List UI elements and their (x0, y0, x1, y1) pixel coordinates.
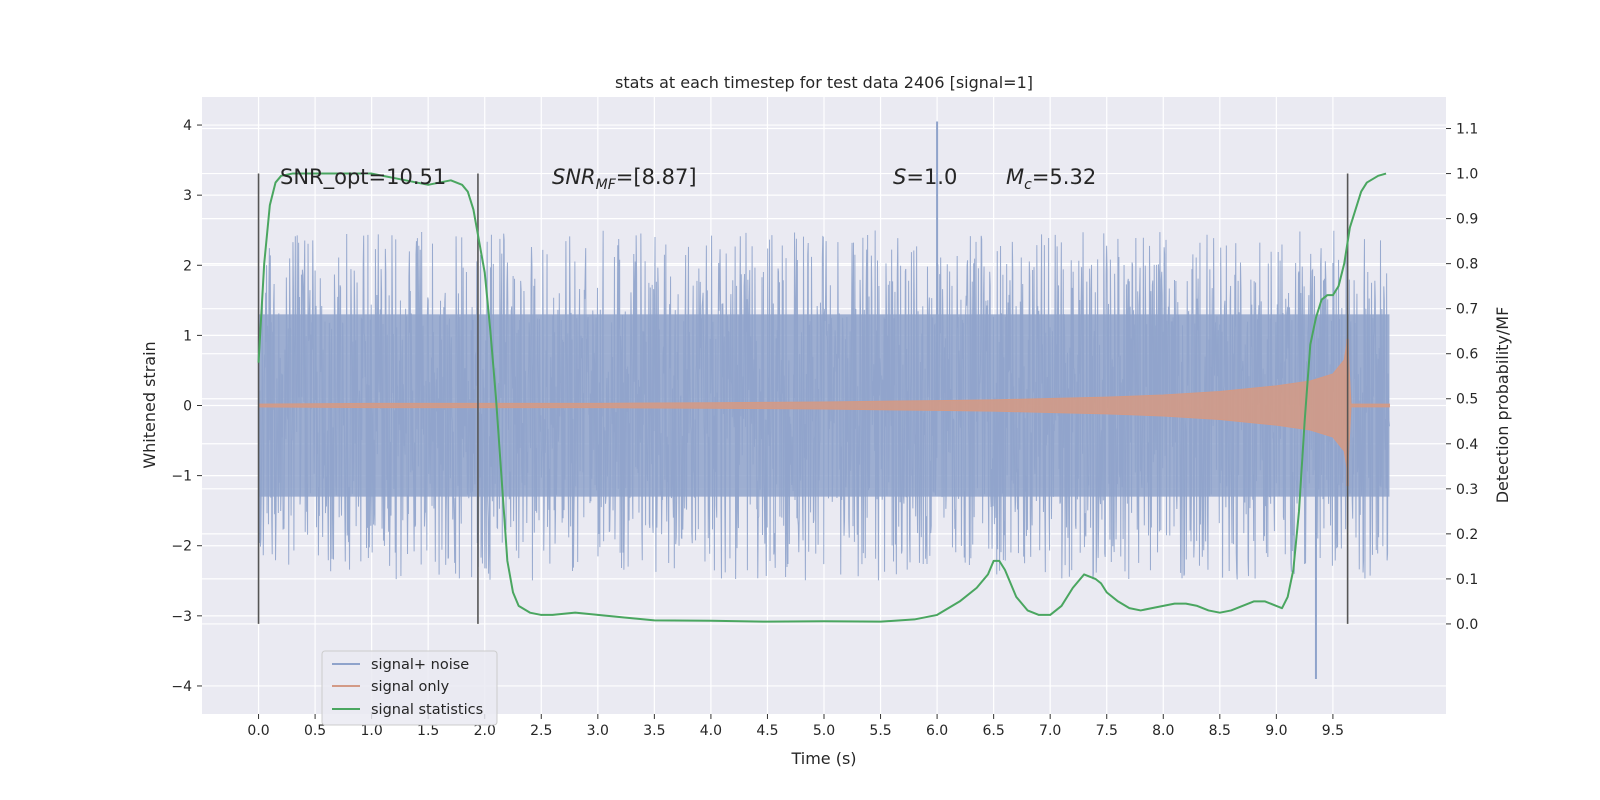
right-y-axis-label: Detection probability/MF (1493, 307, 1512, 504)
legend-label-stats: signal statistics (371, 702, 483, 718)
yl-tick-label-1: 3 (183, 188, 192, 204)
yl-tick-label-4: 0 (183, 399, 192, 415)
vertical-marker-lines (257, 173, 1349, 624)
x-tick-label-19: 9.5 (1322, 723, 1344, 739)
left-y-axis-ticks: 4 3 2 1 0 −1 −2 −3 −4 (171, 118, 202, 695)
x-tick-label-18: 9.0 (1265, 723, 1287, 739)
x-tick-label-4: 2.0 (474, 723, 496, 739)
x-tick-label-16: 8.0 (1152, 723, 1174, 739)
x-tick-label-9: 4.5 (756, 723, 778, 739)
yr-tick-label-4: 0.7 (1456, 302, 1478, 318)
x-tick-label-17: 8.5 (1209, 723, 1231, 739)
statistics-line (257, 172, 1387, 623)
s-value: =1.0 (906, 165, 957, 189)
yl-tick-label-6: −2 (171, 539, 192, 555)
snr-opt-annotation: SNR_opt=10.51 (280, 165, 446, 190)
x-tick-label-11: 5.5 (869, 723, 891, 739)
signal-statistics-series (257, 172, 1387, 623)
yr-tick-label-8: 0.3 (1456, 482, 1478, 498)
x-tick-label-2: 1.0 (361, 723, 383, 739)
mc-base: M (1006, 165, 1024, 189)
x-tick-label-8: 4.0 (700, 723, 722, 739)
snr-mf-value: =[8.87] (616, 165, 697, 189)
x-tick-label-12: 6.0 (926, 723, 948, 739)
signal-envelope (258, 338, 1390, 473)
yr-tick-label-11: 0.0 (1456, 617, 1478, 633)
yr-tick-label-10: 0.1 (1456, 572, 1478, 588)
yl-tick-label-3: 1 (183, 328, 192, 344)
yl-tick-label-0: 4 (183, 118, 192, 134)
x-tick-label-7: 3.5 (643, 723, 665, 739)
yr-tick-label-3: 0.8 (1456, 257, 1478, 273)
s-base: S (893, 165, 906, 189)
yr-tick-label-5: 0.6 (1456, 347, 1478, 363)
x-tick-label-13: 6.5 (983, 723, 1005, 739)
x-tick-label-5: 2.5 (530, 723, 552, 739)
x-tick-label-15: 7.5 (1096, 723, 1118, 739)
yr-tick-label-2: 0.9 (1456, 212, 1478, 228)
legend-label-noise: signal+ noise (371, 657, 469, 673)
yl-tick-label-7: −3 (171, 609, 192, 625)
yr-tick-label-6: 0.5 (1456, 392, 1478, 408)
x-tick-label-14: 7.0 (1039, 723, 1061, 739)
legend: signal+ noise signal only signal statist… (321, 650, 498, 726)
legend-label-signal: signal only (371, 679, 450, 695)
right-y-axis-ticks: 1.1 1.0 0.9 0.8 0.7 0.6 0.5 0.4 0.3 0.2 0.1 0.0 (1446, 122, 1478, 633)
snr-mf-base: SNR (552, 165, 596, 189)
yr-tick-label-1: 1.0 (1456, 167, 1478, 183)
x-tick-label-10: 5.0 (813, 723, 835, 739)
left-y-axis-label: Whitened strain (140, 341, 159, 468)
mc-annotation: Mc=5.32 (1006, 165, 1096, 193)
yl-tick-label-8: −4 (171, 679, 192, 695)
x-tick-label-3: 1.5 (417, 723, 439, 739)
x-axis-label: Time (s) (790, 749, 856, 768)
yr-tick-label-7: 0.4 (1456, 437, 1478, 453)
yr-tick-label-0: 1.1 (1456, 122, 1478, 138)
yl-tick-label-5: −1 (171, 469, 192, 485)
snr-mf-sub: MF (596, 177, 617, 193)
chart-title: stats at each timestep for test data 240… (615, 73, 1033, 92)
x-tick-label-6: 3.0 (587, 723, 609, 739)
mc-value: =5.32 (1032, 165, 1096, 189)
mc-sub: c (1024, 177, 1032, 193)
x-axis-ticks: 0.0 0.5 1.0 1.5 2.0 2.5 3.0 3.5 4.0 4.5 5.0 5.5 6.0 6… (247, 714, 1344, 739)
x-tick-label-0: 0.0 (247, 723, 269, 739)
legend-box (321, 650, 498, 726)
annotations: SNR_opt=10.51 SNRMF=[8.87] S=1.0 Mc=5.32 (280, 165, 1096, 193)
snr-mf-annotation: SNRMF=[8.87] (552, 165, 697, 193)
yr-tick-label-9: 0.2 (1456, 527, 1478, 543)
x-tick-label-1: 0.5 (304, 723, 326, 739)
yl-tick-label-2: 2 (183, 258, 192, 274)
s-annotation: S=1.0 (893, 165, 957, 189)
